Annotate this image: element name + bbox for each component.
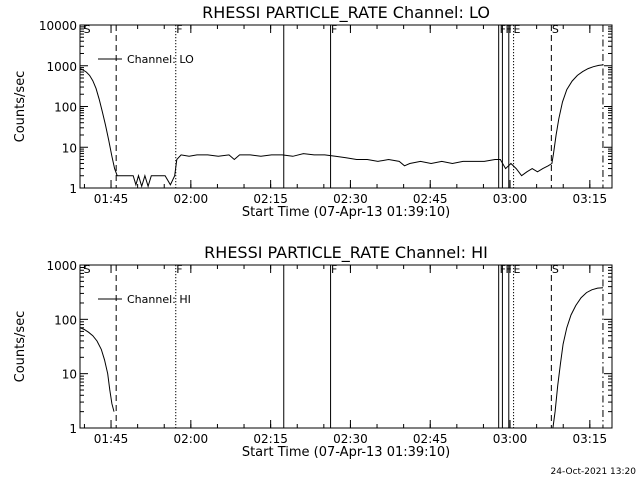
x-tick-label: 03:15 [573,192,608,206]
x-tick-label: 02:00 [174,432,209,446]
data-series-line [79,64,604,189]
chart-title: RHESSI PARTICLE_RATE Channel: HI [204,243,488,263]
x-tick-label: 03:15 [573,432,608,446]
x-axis-label: Start Time (07-Apr-13 01:39:10) [242,205,450,220]
y-tick-label: 100 [54,313,77,327]
chart-title: RHESSI PARTICLE_RATE Channel: LO [202,3,490,23]
y-axis-label: Counts/sec [13,71,28,143]
event-label: F [500,263,506,276]
plot-frame [79,24,613,189]
x-tick-label: 03:00 [493,192,528,206]
event-label: F [506,23,512,36]
x-tick-label: 02:30 [333,432,368,446]
footer-timestamp: 24-Oct-2021 13:20 [551,467,637,477]
x-tick-label: 02:30 [333,192,368,206]
event-label: F [506,263,512,276]
x-tick-label: 03:00 [493,432,528,446]
event-label: F [331,23,337,36]
x-tick-label: 02:15 [253,192,288,206]
event-label: F [500,23,506,36]
x-tick-label: 01:45 [94,192,129,206]
event-label: E [514,23,521,36]
panel-hi: RHESSI PARTICLE_RATE Channel: HI 1 10 100 10… [13,243,613,460]
x-tick-label: 02:45 [413,432,448,446]
y-tick-label: 1 [69,182,77,196]
panel-lo: RHESSI PARTICLE_RATE Channel: LO 1 10 100 10… [13,3,613,220]
event-label: F [176,23,182,36]
plot-frame [79,264,613,429]
x-tick-label: 02:15 [253,432,288,446]
y-tick-label: 1 [69,422,77,436]
event-label: F [176,263,182,276]
event-label: S [552,23,559,36]
y-axis-label: Counts/sec [13,311,28,383]
y-tick-label: 10 [62,368,77,382]
x-tick-label: 01:45 [94,432,129,446]
event-label: S [84,23,91,36]
data-series-line [79,327,115,412]
y-tick-label: 10000 [39,19,77,33]
event-label: S [552,263,559,276]
data-series-line [552,287,604,429]
x-tick-label: 02:45 [413,192,448,206]
y-tick-label: 1000 [46,259,77,273]
y-tick-label: 100 [54,101,77,115]
legend-label: Channel: HI [127,293,191,306]
event-label: E [514,263,521,276]
x-axis-label: Start Time (07-Apr-13 01:39:10) [242,445,450,460]
event-label: F [331,263,337,276]
x-tick-label: 02:00 [174,192,209,206]
y-tick-label: 1000 [46,60,77,74]
y-tick-label: 10 [62,141,77,155]
event-label: S [84,263,91,276]
legend-label: Channel: LO [127,53,194,66]
